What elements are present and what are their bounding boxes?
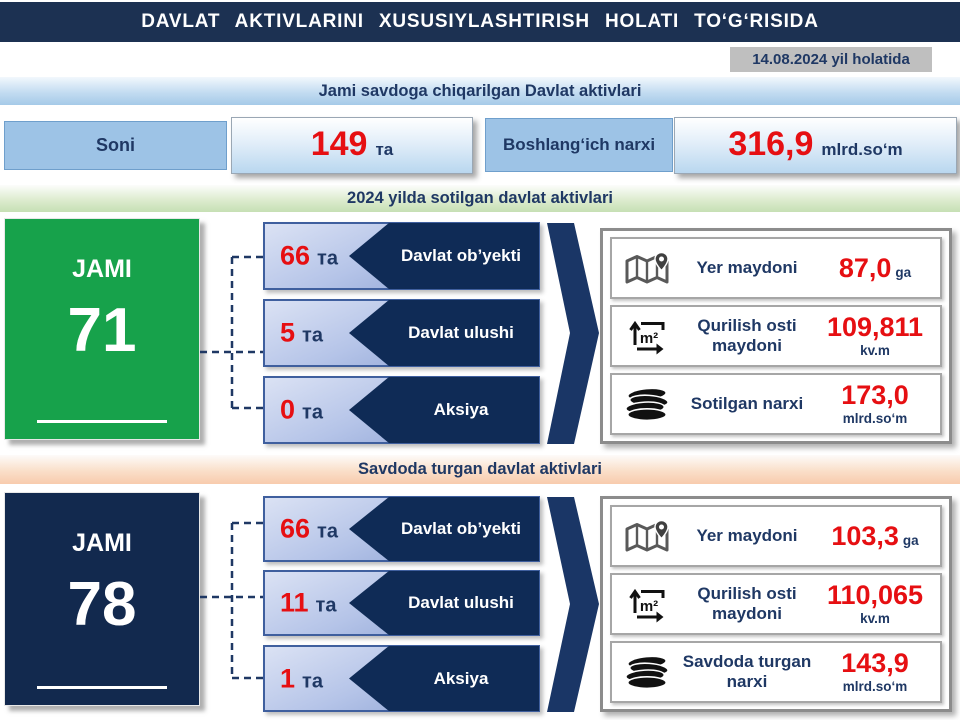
on-sale-total-value: 78 (67, 570, 137, 639)
price-label-box: Boshlang‘ich narxi (485, 118, 673, 172)
area-icon (618, 315, 676, 357)
sold-row-davlat-ulushi: 5 та Davlat ulushi (263, 299, 540, 367)
row-count-group: 0 та (280, 395, 323, 426)
price-value: 316,9 (728, 125, 814, 163)
map-icon (618, 519, 676, 553)
price-label: Boshlang‘ich narxi (502, 134, 656, 154)
sold-row-davlat-obyekti: 66 та Davlat ob’yekti (263, 222, 540, 290)
row-count-group: 11 та (280, 588, 336, 619)
row-unit: та (302, 401, 323, 424)
sold-connector-lines (200, 255, 263, 410)
row-count: 66 (280, 240, 311, 271)
card-value: 103,3 ga (831, 520, 919, 551)
row-chevron: Aksiya (349, 377, 539, 443)
band-total-assets: Jami savdoga chiqarilgan Davlat aktivlar… (0, 77, 960, 105)
row-count: 1 (280, 663, 296, 693)
row-label: Aksiya (433, 668, 489, 688)
row-count: 11 (280, 587, 309, 618)
page-title: DAVLAT AKTIVLARINI XUSUSIYLASHTIRISH HOL… (141, 11, 819, 32)
row-count-group: 5 та (280, 318, 323, 349)
on-sale-row-davlat-obyekti: 66 та Davlat ob’yekti (263, 496, 540, 562)
row-chevron: Davlat ulushi (349, 571, 539, 635)
band-total-label: Jami savdoga chiqarilgan Davlat aktivlar… (318, 81, 642, 100)
row-unit: та (315, 594, 337, 617)
count-label: Soni (96, 135, 135, 155)
card-label: Savdoda turgan narxi (682, 652, 812, 691)
band-sold-label: 2024 yilda sotilgan davlat aktivlari (347, 189, 613, 207)
sold-total-label: JAMI (72, 255, 132, 283)
card-label: Yer maydoni (696, 526, 798, 546)
card-yer-maydoni: Yer maydoni 103,3 ga (610, 505, 942, 567)
row-count: 0 (280, 394, 296, 425)
row-chevron: Davlat ob’yekti (349, 497, 539, 561)
row-count-group: 66 та (280, 241, 338, 272)
title-bar: DAVLAT AKTIVLARINI XUSUSIYLASHTIRISH HOL… (0, 2, 960, 42)
card-qurilish-osti: Qurilish osti maydoni 110,065 kv.m (610, 573, 942, 635)
on-sale-total-box: JAMI 78 (4, 492, 200, 706)
price-unit: mlrd.so‘m (821, 140, 903, 159)
row-label: Davlat ulushi (408, 593, 514, 612)
row-label: Aksiya (433, 400, 489, 419)
row-count: 5 (280, 317, 296, 348)
count-label-box: Soni (4, 121, 227, 170)
map-icon (618, 251, 676, 285)
sold-stats-panel: Yer maydoni 87,0 ga Qurilish osti maydon… (600, 228, 952, 444)
coins-icon (618, 385, 676, 423)
on-sale-row-davlat-ulushi: 11 та Davlat ulushi (263, 570, 540, 636)
count-unit: та (375, 140, 394, 159)
underline (37, 420, 167, 423)
underline (37, 686, 167, 689)
on-sale-row-aksiya: 1 та Aksiya (263, 645, 540, 712)
sold-row-aksiya: 0 та Aksiya (263, 376, 540, 444)
row-label: Davlat ob’yekti (401, 519, 521, 538)
coins-icon (618, 653, 676, 691)
band-on-sale-label: Savdoda turgan davlat aktivlari (358, 460, 602, 478)
row-unit: та (302, 324, 323, 347)
card-savdoda-turgan-narxi: Savdoda turgan narxi 143,9 mlrd.so‘m (610, 641, 942, 703)
on-sale-stats-panel: Yer maydoni 103,3 ga Qurilish osti maydo… (600, 496, 952, 712)
card-sotilgan-narxi: Sotilgan narxi 173,0 mlrd.so‘m (610, 373, 942, 435)
card-yer-maydoni: Yer maydoni 87,0 ga (610, 237, 942, 299)
date-badge: 14.08.2024 yil holatida (730, 47, 932, 72)
card-value: 143,9 mlrd.so‘m (841, 648, 909, 695)
row-label: Davlat ulushi (408, 323, 514, 342)
card-value: 110,065 kv.m (826, 580, 924, 627)
row-count-group: 66 та (280, 514, 338, 545)
price-value-box: 316,9 mlrd.so‘m (674, 117, 957, 174)
on-sale-flow-arrow-icon (547, 497, 599, 712)
row-count: 66 (280, 513, 311, 544)
area-icon (618, 583, 676, 625)
row-unit: та (302, 670, 323, 692)
count-value-box: 149 та (231, 117, 473, 174)
card-value: 109,811 kv.m (826, 312, 924, 359)
band-on-sale: Savdoda turgan davlat aktivlari (0, 455, 960, 484)
row-count-group: 1 та (280, 663, 323, 694)
card-value: 173,0 mlrd.so‘m (841, 380, 909, 427)
count-value: 149 (310, 125, 368, 163)
card-label: Qurilish osti maydoni (697, 584, 797, 623)
card-qurilish-osti: Qurilish osti maydoni 109,811 kv.m (610, 305, 942, 367)
on-sale-total-label: JAMI (72, 529, 132, 557)
sold-flow-arrow-icon (547, 223, 599, 444)
card-label: Sotilgan narxi (690, 394, 804, 414)
date-badge-text: 14.08.2024 yil holatida (752, 51, 910, 68)
row-unit: та (317, 520, 338, 543)
row-unit: та (317, 247, 338, 270)
band-sold: 2024 yilda sotilgan davlat aktivlari (0, 185, 960, 212)
sold-total-value: 71 (67, 296, 137, 365)
row-chevron: Davlat ulushi (349, 300, 539, 366)
on-sale-connector-lines (200, 521, 263, 680)
card-label: Yer maydoni (696, 258, 798, 278)
card-value: 87,0 ga (838, 252, 912, 283)
row-chevron: Aksiya (349, 646, 539, 711)
sold-total-box: JAMI 71 (4, 218, 200, 440)
card-label: Qurilish osti maydoni (697, 316, 797, 355)
row-label: Davlat ob’yekti (401, 246, 521, 265)
row-chevron: Davlat ob’yekti (349, 223, 539, 289)
